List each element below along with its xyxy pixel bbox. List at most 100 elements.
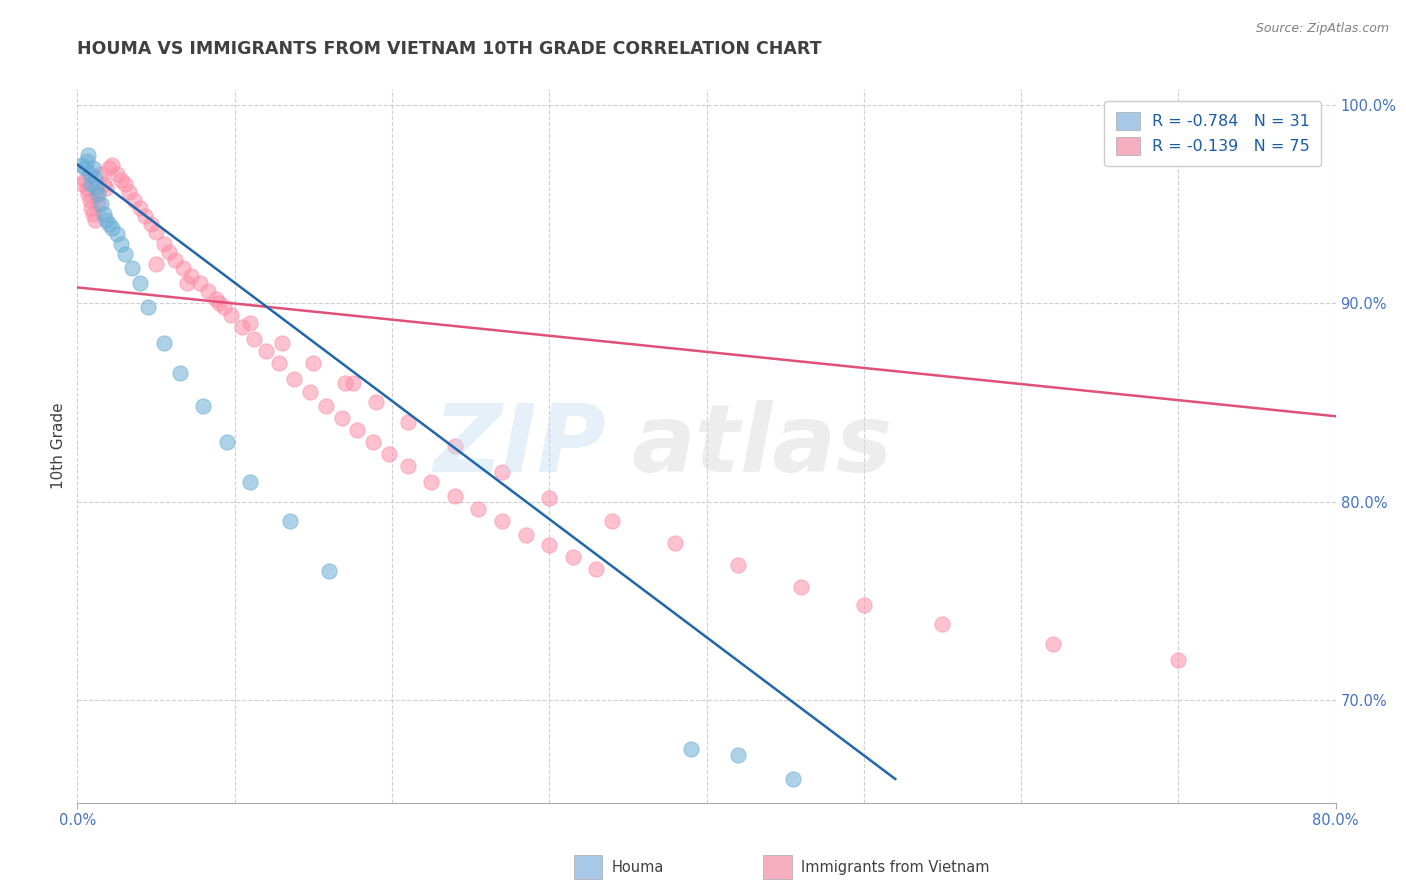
Point [118,186,141,200]
Point [153,335,176,350]
Point [145,225,167,239]
Point [110,236,132,251]
Point [97,217,120,231]
Point [600,514,623,528]
Point [136,300,159,314]
Point [790,580,813,594]
Point [302,356,325,370]
Point [90,197,112,211]
Point [163,252,186,267]
Point [70,157,93,171]
Text: ZIP: ZIP [433,400,606,492]
Point [330,411,353,425]
Point [176,277,198,291]
Point [346,423,368,437]
Point [76,153,98,168]
Point [221,308,243,322]
Point [727,558,749,572]
Point [84,187,107,202]
Point [299,385,322,400]
Point [134,209,156,223]
Point [84,181,107,195]
Point [122,193,145,207]
Point [267,356,290,370]
Point [420,475,443,489]
Point [444,489,467,503]
Point [283,371,305,385]
Point [180,268,202,283]
Point [231,320,253,334]
Point [83,171,105,186]
Point [366,395,388,409]
Text: HOUMA VS IMMIGRANTS FROM VIETNAM 10TH GRADE CORRELATION CHART: HOUMA VS IMMIGRANTS FROM VIETNAM 10TH GR… [77,40,823,58]
Point [491,465,513,479]
Point [538,491,561,505]
Point [278,514,301,528]
Point [141,217,163,231]
Point [153,236,176,251]
Point [129,201,152,215]
Point [204,293,226,307]
Point [467,502,489,516]
Point [80,178,103,192]
Point [114,178,136,192]
Point [342,376,364,390]
Point [90,168,112,182]
Point [82,207,104,221]
Point [197,285,219,299]
Point [254,343,277,358]
Point [191,400,215,414]
Point [239,316,262,330]
Point [215,435,238,450]
Point [157,244,180,259]
Point [585,562,607,576]
Y-axis label: 10th Grade: 10th Grade [51,402,66,490]
Point [93,178,115,192]
Point [101,157,124,171]
Point [121,260,143,275]
Point [1042,637,1064,651]
Text: Immigrants from Vietnam: Immigrants from Vietnam [801,860,990,874]
Point [82,161,104,176]
Point [664,536,686,550]
Point [172,260,194,275]
Text: Source: ZipAtlas.com: Source: ZipAtlas.com [1256,22,1389,36]
Legend: R = -0.784   N = 31, R = -0.139   N = 75: R = -0.784 N = 31, R = -0.139 N = 75 [1105,101,1322,167]
Point [239,475,262,489]
Point [318,564,340,578]
Point [114,246,136,260]
Point [129,277,152,291]
Point [105,227,128,241]
Point [444,439,467,453]
Point [1167,653,1189,667]
Point [188,277,211,291]
Point [75,161,97,176]
Point [515,528,537,542]
Point [75,173,97,187]
Text: atlas: atlas [631,400,893,492]
Point [270,335,292,350]
Point [93,207,115,221]
Point [561,549,583,564]
Text: Houma: Houma [612,860,664,874]
Point [97,161,120,176]
Point [94,181,117,195]
Point [105,168,128,182]
Point [212,300,235,314]
Point [396,458,419,473]
Point [87,197,110,211]
Point [101,221,124,235]
Point [782,772,804,786]
Point [145,257,167,271]
Point [378,447,401,461]
Point [361,435,384,450]
Point [110,173,132,187]
Point [242,332,264,346]
Point [727,748,749,763]
Point [315,400,337,414]
Point [208,296,231,310]
Point [77,187,100,202]
Point [80,201,103,215]
Point [169,366,191,380]
Point [538,538,561,552]
